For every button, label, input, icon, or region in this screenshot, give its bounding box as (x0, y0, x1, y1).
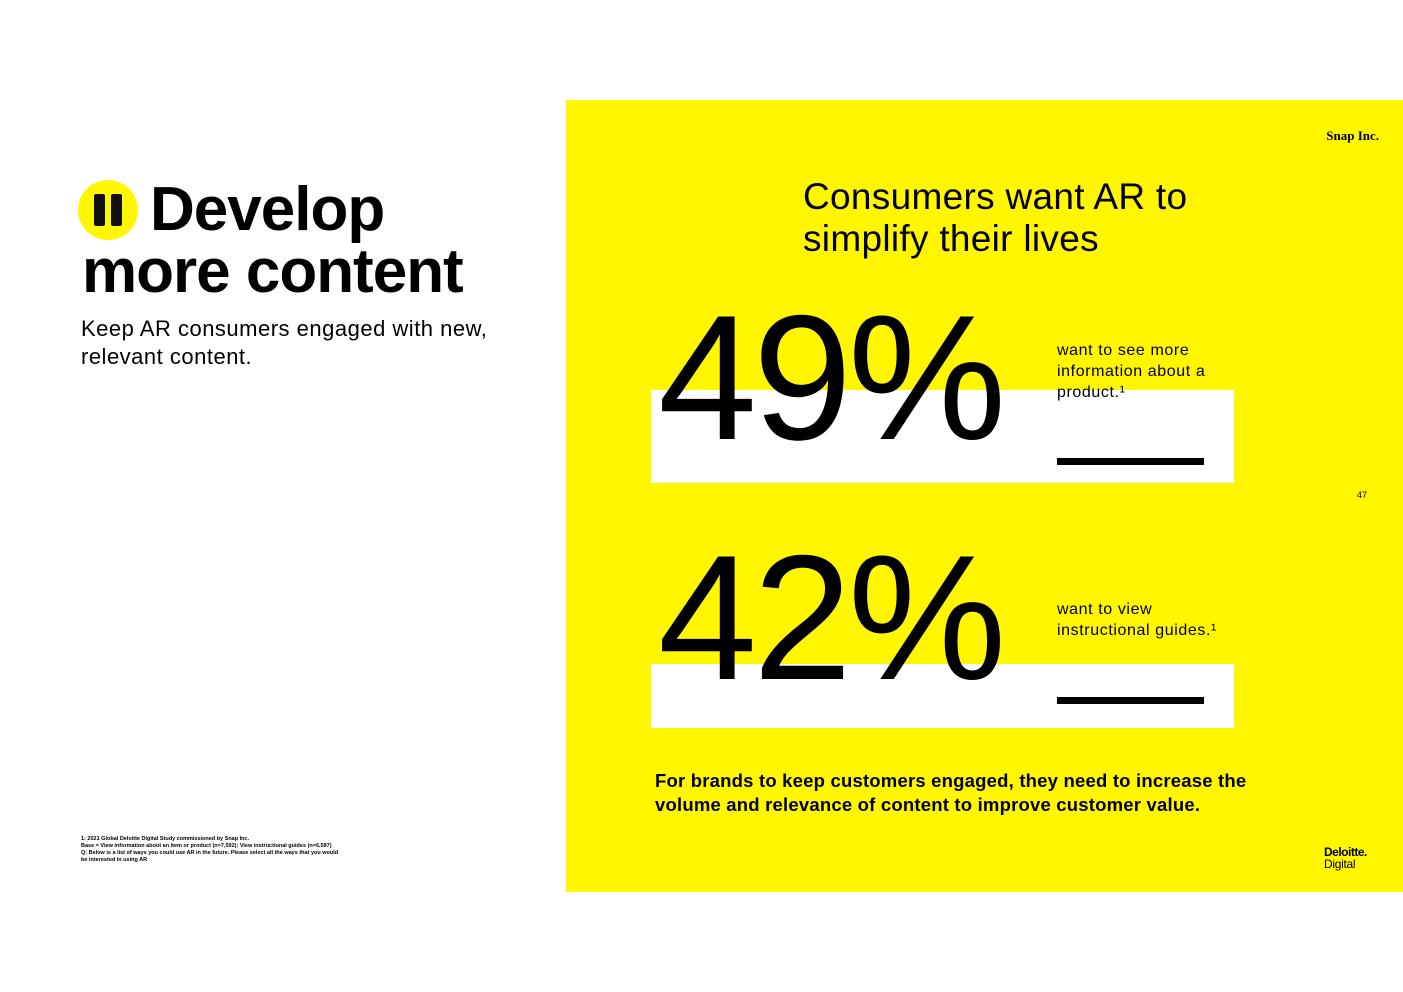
logo-line1: Deloitte. (1324, 845, 1367, 859)
page-subtitle: Keep AR consumers engaged with new, rele… (81, 316, 488, 369)
stat-value: 42% (658, 518, 1006, 717)
panel-heading: Consumers want AR to simplify their live… (803, 176, 1188, 259)
stat-underline (1057, 458, 1204, 465)
highlight-block (651, 390, 1234, 483)
footnote-line: 1: 2021 Global Deloitte Digital Study co… (81, 836, 250, 842)
page-number: 47 (1357, 490, 1368, 500)
stat-underline (1057, 697, 1204, 704)
page-title-line1: Develop (150, 175, 385, 244)
stat-description: want to see more information about a pro… (1057, 342, 1206, 401)
highlight-block (651, 664, 1234, 728)
stats-panel: Snap Inc. Consumers want AR to simplify … (566, 100, 1403, 892)
footnote-line: Q: Below is a list of ways you could use… (81, 850, 339, 856)
logo-line2: Digital (1324, 857, 1356, 871)
footnote-line: Base = View information about an item or… (81, 843, 332, 849)
page-title-line2: more content (82, 237, 464, 306)
stat-value: 49% (658, 278, 1006, 477)
footnote-line: be interested in using AR (81, 857, 148, 863)
stat-description: want to view instructional guides.¹ (1057, 601, 1217, 639)
footnote: 1: 2021 Global Deloitte Digital Study co… (81, 836, 371, 864)
panel-conclusion: For brands to keep customers engaged, th… (655, 770, 1247, 815)
snap-logo: Snap Inc. (1326, 128, 1379, 143)
deloitte-digital-logo: Deloitte. Digital (1324, 846, 1367, 870)
pause-icon (78, 180, 138, 240)
